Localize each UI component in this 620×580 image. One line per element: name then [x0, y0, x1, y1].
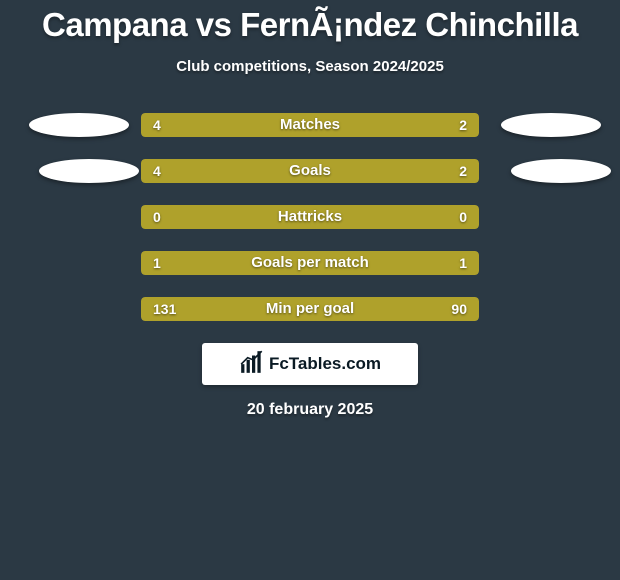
- stat-value-right: 1: [459, 251, 467, 275]
- comparison-chart: 42Matches42Goals00Hattricks11Goals per m…: [0, 113, 620, 321]
- stat-value-right: 0: [459, 205, 467, 229]
- player-right-avatar: [511, 159, 611, 183]
- stat-bar-track: 42Goals: [141, 159, 479, 183]
- stat-bar-left: [141, 251, 310, 275]
- stat-value-left: 0: [153, 205, 161, 229]
- stat-row: 11Goals per match: [0, 251, 620, 275]
- stat-value-right: 90: [451, 297, 467, 321]
- page-subtitle: Club competitions, Season 2024/2025: [0, 58, 620, 75]
- widget-date: 20 february 2025: [0, 401, 620, 419]
- stat-bar-left: [141, 205, 310, 229]
- footer-logo[interactable]: FcTables.com: [202, 343, 418, 385]
- player-left-avatar: [29, 113, 129, 137]
- stat-value-left: 4: [153, 113, 161, 137]
- stat-row: 42Matches: [0, 113, 620, 137]
- comparison-widget: Campana vs FernÃ¡ndez Chinchilla Club co…: [0, 0, 620, 580]
- stat-value-right: 2: [459, 113, 467, 137]
- player-left-avatar: [39, 159, 139, 183]
- stat-bar-left: [141, 113, 366, 137]
- stat-value-left: 131: [153, 297, 176, 321]
- stat-bar-left: [141, 159, 366, 183]
- bar-chart-icon: [239, 349, 265, 380]
- stat-value-left: 1: [153, 251, 161, 275]
- stat-value-left: 4: [153, 159, 161, 183]
- stat-bar-track: 42Matches: [141, 113, 479, 137]
- page-title: Campana vs FernÃ¡ndez Chinchilla: [0, 0, 620, 44]
- stat-bar-right: [310, 251, 479, 275]
- stat-bar-track: 13190Min per goal: [141, 297, 479, 321]
- stat-row: 42Goals: [0, 159, 620, 183]
- footer-logo-text: FcTables.com: [269, 354, 381, 374]
- stat-row: 00Hattricks: [0, 205, 620, 229]
- stat-bar-track: 11Goals per match: [141, 251, 479, 275]
- stat-bar-right: [310, 205, 479, 229]
- stat-row: 13190Min per goal: [0, 297, 620, 321]
- stat-value-right: 2: [459, 159, 467, 183]
- player-right-avatar: [501, 113, 601, 137]
- stat-bar-track: 00Hattricks: [141, 205, 479, 229]
